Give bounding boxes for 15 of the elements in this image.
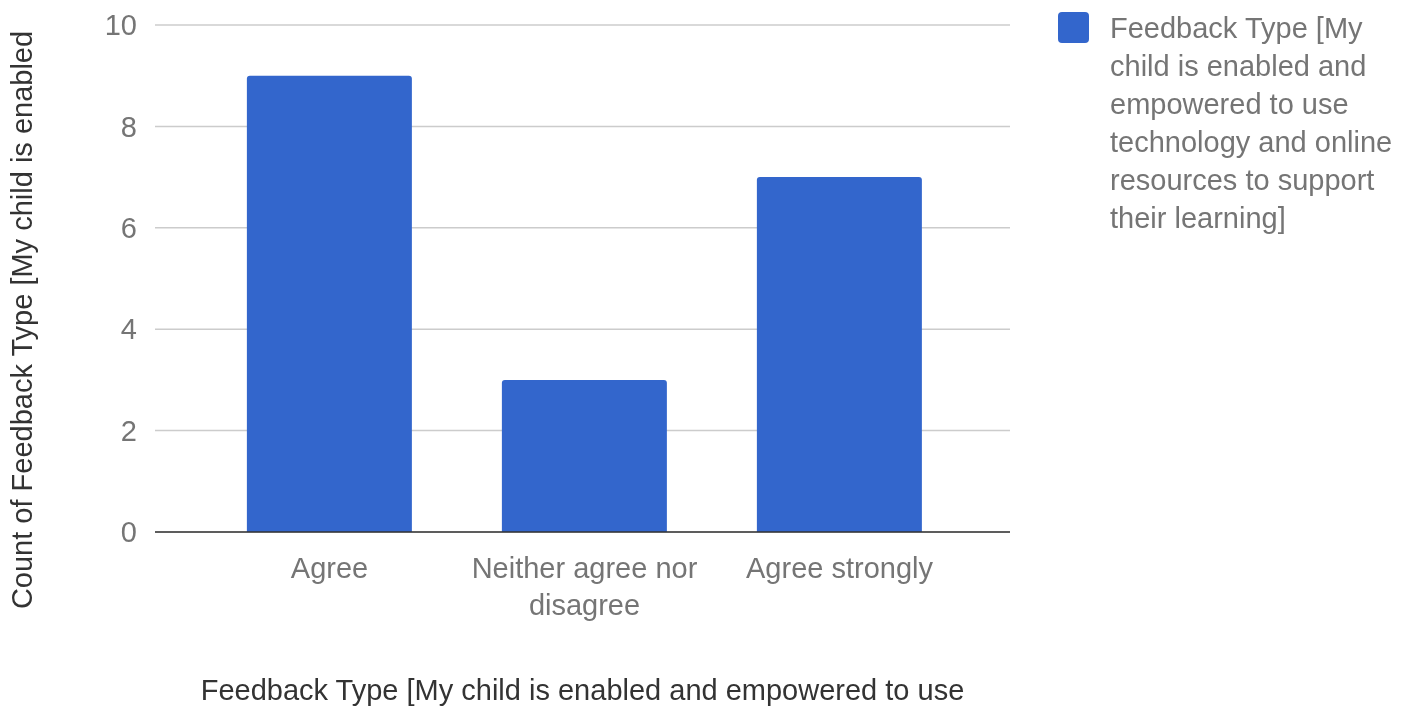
bar — [756, 177, 922, 532]
y-tick-label: 0 — [120, 516, 137, 549]
y-tick-label: 2 — [120, 414, 137, 447]
x-axis-title: Feedback Type [My child is enabled and empowered to use — [200, 674, 965, 706]
bar — [501, 379, 667, 532]
y-tick-label: 6 — [120, 212, 137, 245]
y-tick-label: 4 — [120, 313, 137, 346]
y-axis-title: Count of Feedback Type [My child is enabled — [6, 30, 38, 610]
x-tick-label: Agree — [290, 552, 369, 584]
bar — [246, 75, 412, 532]
y-tick-label: 10 — [104, 9, 137, 42]
y-tick-label: 8 — [120, 110, 137, 143]
x-tick-label: Neither agree nor disagree — [471, 552, 698, 621]
legend-label: Feedback Type [My child is enabled and empowered to use technology and online resources to support their learning] — [1110, 11, 1394, 236]
x-tick-label: Agree strongly — [746, 552, 934, 584]
